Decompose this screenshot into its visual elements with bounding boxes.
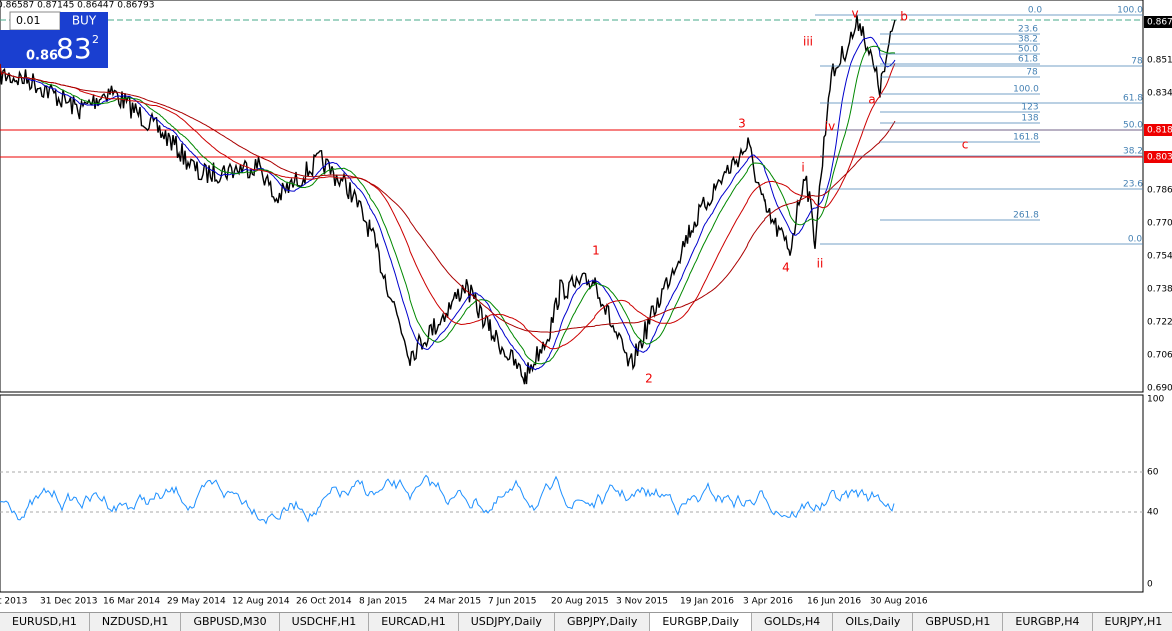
wave-label: b (900, 10, 908, 24)
tab[interactable]: USDCHF,H1 (280, 613, 370, 631)
date-label: t 2013 (0, 597, 27, 607)
price-label: 0.754 (1147, 252, 1172, 262)
fib-label: 50.0 (1018, 45, 1038, 55)
price-tag (1144, 151, 1172, 163)
price-label: 0.706 (1147, 351, 1172, 361)
date-label: 30 Aug 2016 (870, 597, 928, 607)
fib-label: 100.0 (1013, 85, 1039, 95)
tab[interactable]: USDJPY,Daily (459, 613, 555, 631)
wave-label: c (962, 138, 969, 152)
wave-label: 4 (782, 261, 790, 275)
date-label: 3 Apr 2016 (743, 597, 793, 607)
fib-label: 23.6 (1123, 180, 1143, 190)
wave-label: 1 (592, 244, 600, 258)
wave-label: a (868, 93, 875, 107)
wave-label: v (851, 7, 858, 21)
wave-label: i (801, 161, 804, 175)
date-label: 16 Mar 2014 (103, 597, 160, 607)
wave-label: 3 (738, 117, 746, 131)
price-label: 0.834 (1147, 89, 1172, 99)
rsi-label: 40 (1147, 508, 1159, 518)
terminal: 0.86587 0.87145 0.86447 0.86793 0.01 BUY… (0, 0, 1172, 607)
fib-label: 138 (1021, 114, 1038, 124)
tab[interactable]: OILs,Daily (833, 613, 914, 631)
tab[interactable]: EURGBP,Daily (650, 613, 753, 631)
date-label: 16 Jun 2016 (807, 597, 861, 607)
price-label: 0.786 (1147, 186, 1172, 196)
price-label: 0.690 (1147, 384, 1172, 394)
buy-button[interactable] (60, 12, 108, 30)
price-label: 0.867 (1147, 18, 1172, 28)
date-label: 20 Aug 2015 (551, 597, 609, 607)
tab[interactable]: EURGBP,H4 (1003, 613, 1093, 631)
price-line (0, 15, 896, 385)
tab[interactable]: GBPUSD,H1 (913, 613, 1004, 631)
price-tag (1144, 16, 1172, 28)
price-label: 0.803 (1147, 153, 1172, 163)
date-label: 31 Dec 2013 (40, 597, 98, 607)
tab[interactable]: EURCAD,H1 (369, 613, 459, 631)
fib-label: 261.8 (1013, 211, 1039, 221)
date-label: 7 Jun 2015 (488, 597, 536, 607)
fib-label: 0.0 (1128, 235, 1143, 245)
rsi-label: 60 (1147, 468, 1159, 478)
rsi-pane (0, 394, 1144, 593)
moving-average (0, 63, 896, 333)
fib-label: 61.8 (1123, 94, 1143, 104)
fib-label: 100.0 (1117, 6, 1143, 16)
tab[interactable]: GBPUSD,M30 (181, 613, 280, 631)
wave-label: 2 (645, 372, 653, 386)
fib-label: 23.6 (1018, 25, 1038, 35)
price-tag (1144, 124, 1172, 136)
price-frac: 2 (92, 33, 99, 46)
date-label: 3 Nov 2015 (616, 597, 668, 607)
fib-label: 123 (1021, 103, 1038, 113)
tab[interactable]: GBPJPY,Daily (555, 613, 651, 631)
price-label: 0.851 (1147, 56, 1172, 66)
fib-label: 161.8 (1013, 133, 1039, 143)
price-label: 0.722 (1147, 318, 1172, 328)
moving-average (0, 36, 896, 371)
rsi-line (0, 474, 895, 525)
fib-label: 38.2 (1123, 147, 1143, 157)
fib-label: 61.8 (1018, 55, 1038, 65)
tab[interactable]: EURJPY,H1 (1093, 613, 1172, 631)
lot: 0.01 (16, 14, 41, 27)
price-big: 0.86 (26, 49, 58, 64)
fib-label: 78 (1131, 57, 1143, 67)
wave-label: iii (803, 35, 813, 49)
tab-bar: EURUSD,H1 NZDUSD,H1 GBPUSD,M30 USDCHF,H1 EUR… (0, 612, 1172, 631)
date-label: 12 Aug 2014 (232, 597, 290, 607)
rsi-label: 0 (1147, 580, 1153, 590)
quote: 0.86587 0.87145 0.86447 0.86793 (0, 1, 154, 11)
tab[interactable]: NZDUSD,H1 (90, 613, 182, 631)
fib-label: 38.2 (1018, 35, 1038, 45)
date-label: 24 Mar 2015 (424, 597, 481, 607)
price-pips: 83 (56, 32, 92, 65)
price-panel[interactable] (0, 30, 108, 68)
date-label: 19 Jan 2016 (680, 597, 734, 607)
fib-label: 0.0 (1028, 6, 1043, 16)
wave-label: ii (817, 257, 824, 271)
fib-label: 50.0 (1123, 121, 1143, 131)
tab[interactable]: GOLDs,H4 (752, 613, 834, 631)
price-label: 0.738 (1147, 285, 1172, 295)
fib-label: 78 (1026, 68, 1038, 78)
date-label: 29 May 2014 (167, 597, 226, 607)
price-label: 0.770 (1147, 219, 1172, 229)
wave-label: iv (825, 120, 835, 134)
rsi-label: 100 (1147, 395, 1164, 405)
date-label: 26 Oct 2014 (296, 597, 352, 607)
moving-average (0, 45, 896, 365)
moving-average (0, 63, 896, 350)
tab[interactable]: EURUSD,H1 (0, 613, 90, 631)
main-pane (0, 0, 1144, 393)
price-label: 0.818 (1147, 126, 1172, 136)
date-label: 8 Jan 2015 (359, 597, 407, 607)
buy-label: BUY (72, 14, 97, 28)
